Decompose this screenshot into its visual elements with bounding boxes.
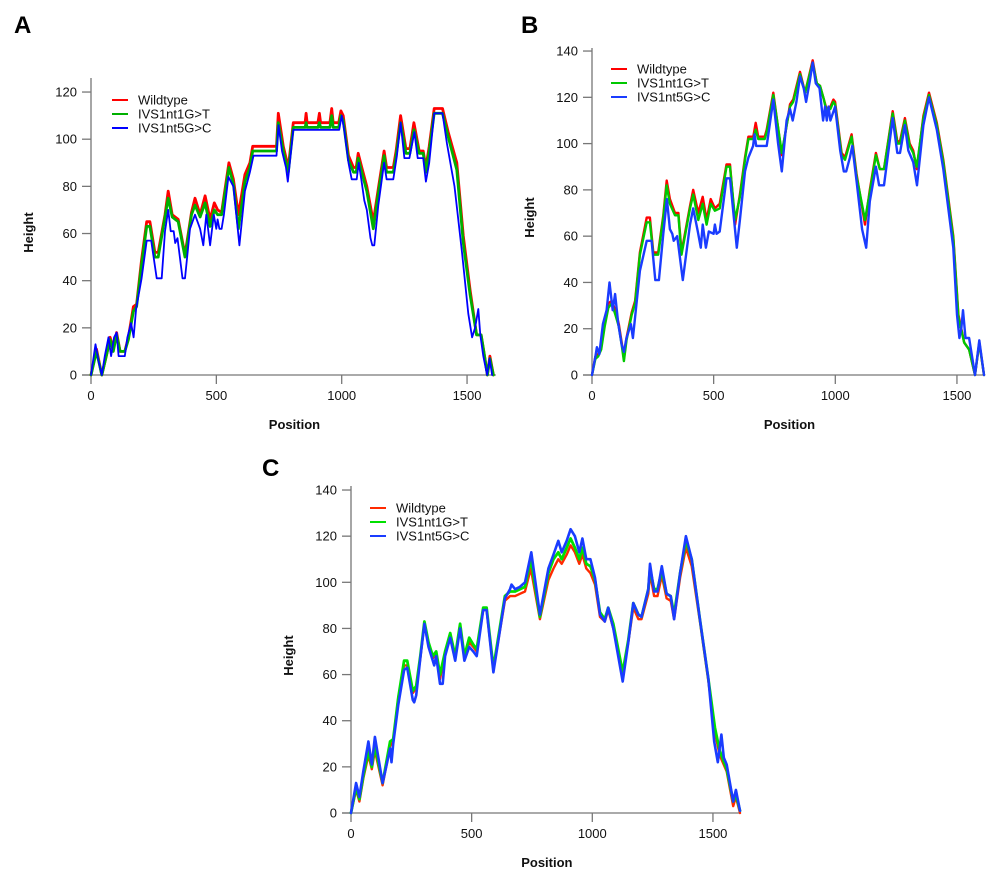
panel-label: A — [14, 12, 31, 39]
y-tick-label: 140 — [315, 483, 337, 498]
x-axis-title: Position — [764, 417, 815, 432]
legend-label: Wildtype — [138, 93, 188, 108]
legend-label: IVS1nt5G>C — [637, 90, 710, 105]
y-tick-label: 80 — [564, 182, 578, 197]
x-tick-label: 1000 — [327, 388, 356, 403]
panel-c: C 0 20 40 60 80 100 120 140 0 500 1000 1500 Position H… — [262, 455, 742, 870]
y-tick-label: 0 — [571, 368, 578, 383]
y-tick-label: 40 — [323, 713, 337, 728]
legend-label: IVS1nt1G>T — [138, 107, 210, 122]
y-tick-label: 100 — [315, 575, 337, 590]
x-tick-label: 500 — [461, 826, 483, 841]
y-tick-label: 60 — [564, 229, 578, 244]
y-tick-label: 120 — [556, 90, 578, 105]
x-axis-title: Position — [521, 855, 572, 870]
y-tick-label: 100 — [556, 136, 578, 151]
y-tick-label: 80 — [63, 179, 77, 194]
legend-label: IVS1nt5G>C — [138, 121, 211, 136]
series-line-ivs1nt1g-t — [590, 61, 986, 377]
legend-label: Wildtype — [396, 501, 446, 516]
y-tick-label: 20 — [323, 759, 337, 774]
x-tick-label: 1500 — [698, 826, 727, 841]
legend-label: IVS1nt1G>T — [637, 76, 709, 91]
series-line-ivs1nt5g-c — [90, 112, 493, 376]
y-tick-label: 120 — [315, 529, 337, 544]
x-tick-label: 0 — [87, 388, 94, 403]
y-tick-label: 80 — [323, 621, 337, 636]
legend-label: IVS1nt1G>T — [396, 515, 468, 530]
series-line-ivs1nt5g-c — [590, 61, 986, 377]
series-line-wildtype — [89, 107, 495, 377]
legend-label: IVS1nt5G>C — [396, 529, 469, 544]
y-tick-label: 60 — [63, 226, 77, 241]
x-tick-label: 0 — [347, 826, 354, 841]
y-tick-label: 60 — [323, 667, 337, 682]
x-tick-label: 500 — [205, 388, 227, 403]
x-tick-label: 1500 — [453, 388, 482, 403]
x-axis-title: Position — [269, 417, 320, 432]
y-tick-label: 140 — [556, 44, 578, 59]
y-tick-label: 120 — [55, 85, 77, 100]
x-tick-label: 1000 — [578, 826, 607, 841]
y-tick-label: 20 — [564, 321, 578, 336]
y-tick-label: 40 — [564, 275, 578, 290]
y-tick-label: 40 — [63, 273, 77, 288]
legend-label: Wildtype — [637, 62, 687, 77]
y-axis-title: Height — [281, 635, 296, 676]
y-tick-label: 0 — [70, 368, 77, 383]
y-axis-title: Height — [522, 197, 537, 238]
x-tick-label: 0 — [588, 388, 595, 403]
x-tick-label: 500 — [703, 388, 725, 403]
series-line-ivs1nt5g-c — [349, 527, 742, 815]
x-tick-label: 1000 — [821, 388, 850, 403]
panel-label: B — [521, 12, 538, 39]
panel-b: B 0 20 40 60 80 100 120 140 0 500 1000 1500 Position H… — [521, 12, 986, 432]
y-axis-title: Height — [21, 212, 36, 253]
series-line-ivs1nt1g-t — [89, 111, 495, 377]
panel-a: A 0 20 40 60 80 100 120 0 500 1000 1500 Position Heig… — [14, 12, 496, 432]
x-tick-label: 1500 — [942, 388, 971, 403]
y-tick-label: 20 — [63, 320, 77, 335]
y-tick-label: 100 — [55, 132, 77, 147]
y-tick-label: 0 — [330, 806, 337, 821]
panel-label: C — [262, 455, 279, 482]
